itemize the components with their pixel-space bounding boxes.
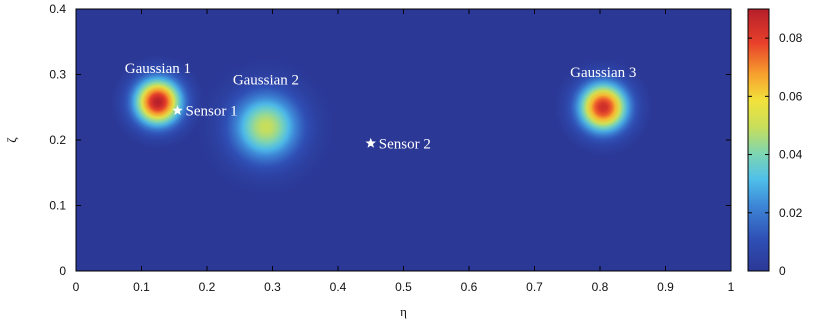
- gaussian-label-3: Gaussian 3: [570, 65, 636, 81]
- sensor-marker-1: [172, 105, 183, 115]
- x-tick-label: 0.3: [264, 280, 281, 294]
- gaussian-source-3: [554, 58, 653, 157]
- y-tick-label: 0.4: [49, 2, 66, 16]
- sensor-label-2: Sensor 2: [379, 136, 431, 152]
- sensor-label-1: Sensor 1: [186, 104, 238, 120]
- colorbar: 0 0.02 0.04 0.06 0.08: [747, 8, 803, 278]
- y-tick-label: 0.2: [49, 133, 66, 147]
- colorbar-tick-label: 0.02: [779, 206, 803, 220]
- colorbar-tick-label: 0.04: [779, 148, 803, 162]
- y-tick-label: 0.1: [49, 199, 66, 213]
- x-tick-label: 1: [728, 280, 735, 294]
- colorbar-gradient: [748, 9, 769, 271]
- x-tick-label: 0.2: [199, 280, 216, 294]
- colorbar-frame: [747, 8, 770, 272]
- y-tick-label: 0: [59, 264, 66, 278]
- x-tick-label: 0.5: [395, 280, 412, 294]
- gaussian-source-2: [197, 58, 335, 196]
- y-axis-label: ζ: [4, 137, 19, 143]
- sensor-marker-2: [365, 137, 376, 148]
- x-tick-label: 0: [73, 280, 80, 294]
- colorbar-tick-label: 0.06: [779, 89, 803, 103]
- x-tick-label: 0.6: [461, 280, 478, 294]
- x-tick-label: 0.7: [526, 280, 543, 294]
- y-tick-label: 0.3: [49, 68, 66, 82]
- axes: 0 0.1 0.2 0.3 0.4 0.5 0.6 0.7 0.8 0.9 1 0 0.1 0.2 0.3 0…: [4, 2, 735, 319]
- x-tick-label: 0.1: [133, 280, 150, 294]
- gaussian-label-1: Gaussian 1: [125, 61, 191, 77]
- x-axis-label: η: [400, 304, 407, 319]
- gaussian-source-1: [110, 54, 206, 150]
- x-tick-label: 0.8: [592, 280, 609, 294]
- x-tick-label: 0.4: [330, 280, 347, 294]
- colorbar-tick-label: 0: [779, 264, 786, 278]
- x-tick-label: 0.9: [657, 280, 674, 294]
- annotations: Gaussian 1 Gaussian 2 Gaussian 3 Sensor 1 Se…: [125, 61, 637, 153]
- gaussian-label-2: Gaussian 2: [233, 72, 299, 88]
- colorbar-tick-label: 0.08: [779, 31, 803, 45]
- plot-area: [76, 9, 731, 271]
